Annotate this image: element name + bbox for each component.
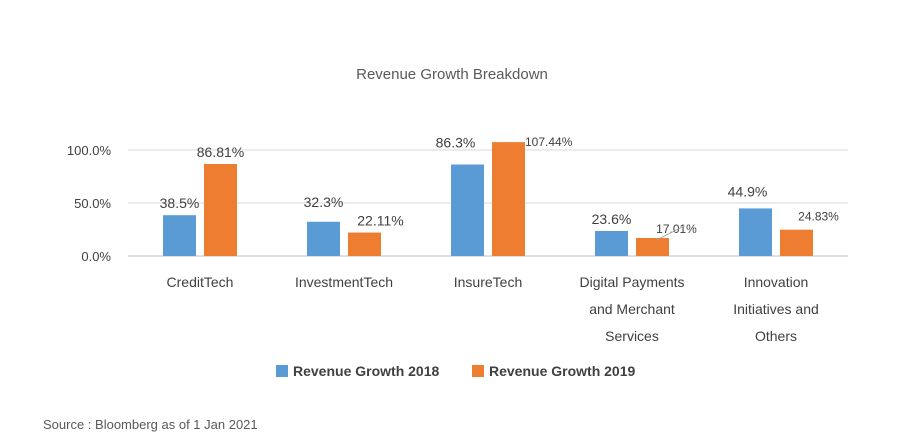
data-label: 44.9% [728, 183, 768, 199]
bars [163, 142, 813, 256]
category-label: InvestmentTech [295, 274, 393, 290]
y-axis: 0.0% 50.0% 100.0% [67, 143, 112, 264]
x-axis: CreditTech InvestmentTech InsureTech Digita… [167, 274, 819, 344]
bar [348, 232, 381, 256]
data-label: 107.44% [525, 135, 573, 149]
chart-grid [128, 149, 848, 257]
legend-label: Revenue Growth 2019 [489, 363, 635, 379]
data-label: 38.5% [160, 195, 200, 211]
bar [163, 215, 196, 256]
y-tick-label: 100.0% [67, 143, 112, 158]
data-label: 24.83% [798, 210, 839, 224]
y-tick-label: 0.0% [81, 249, 111, 264]
category-label: InsureTech [454, 274, 522, 290]
data-label: 86.81% [197, 144, 244, 160]
legend-swatch [472, 365, 484, 377]
leader-line [656, 225, 685, 241]
data-label: 86.3% [436, 135, 476, 151]
legend-swatch [276, 365, 288, 377]
bar [307, 221, 340, 256]
data-label: 32.3% [304, 194, 344, 210]
bar [739, 208, 772, 256]
source-note: Source : Bloomberg as of 1 Jan 2021 [43, 417, 258, 432]
category-label: Others [755, 328, 797, 344]
data-label: 17.01% [656, 222, 697, 236]
data-label: 22.11% [357, 213, 403, 229]
bar [451, 164, 484, 256]
category-label: Services [605, 328, 659, 344]
category-label: CreditTech [167, 274, 234, 290]
data-label: 23.6% [592, 211, 632, 227]
bar [204, 163, 237, 256]
category-label: Initiatives and [733, 301, 819, 317]
legend: Revenue Growth 2018 Revenue Growth 2019 [276, 363, 635, 379]
legend-label: Revenue Growth 2018 [293, 363, 439, 379]
bar [780, 229, 813, 256]
data-labels: 38.5% 86.81% 32.3% 22.11% 86.3% 107.44% 23.6% 1… [160, 135, 839, 241]
bar [492, 142, 525, 256]
bar [595, 230, 628, 256]
chart-title: Revenue Growth Breakdown [356, 66, 548, 83]
category-label: and Merchant [589, 301, 675, 317]
category-label: Digital Payments [579, 274, 684, 290]
bar [636, 237, 669, 256]
category-label: Innovation [744, 274, 809, 290]
y-tick-label: 50.0% [74, 196, 111, 211]
